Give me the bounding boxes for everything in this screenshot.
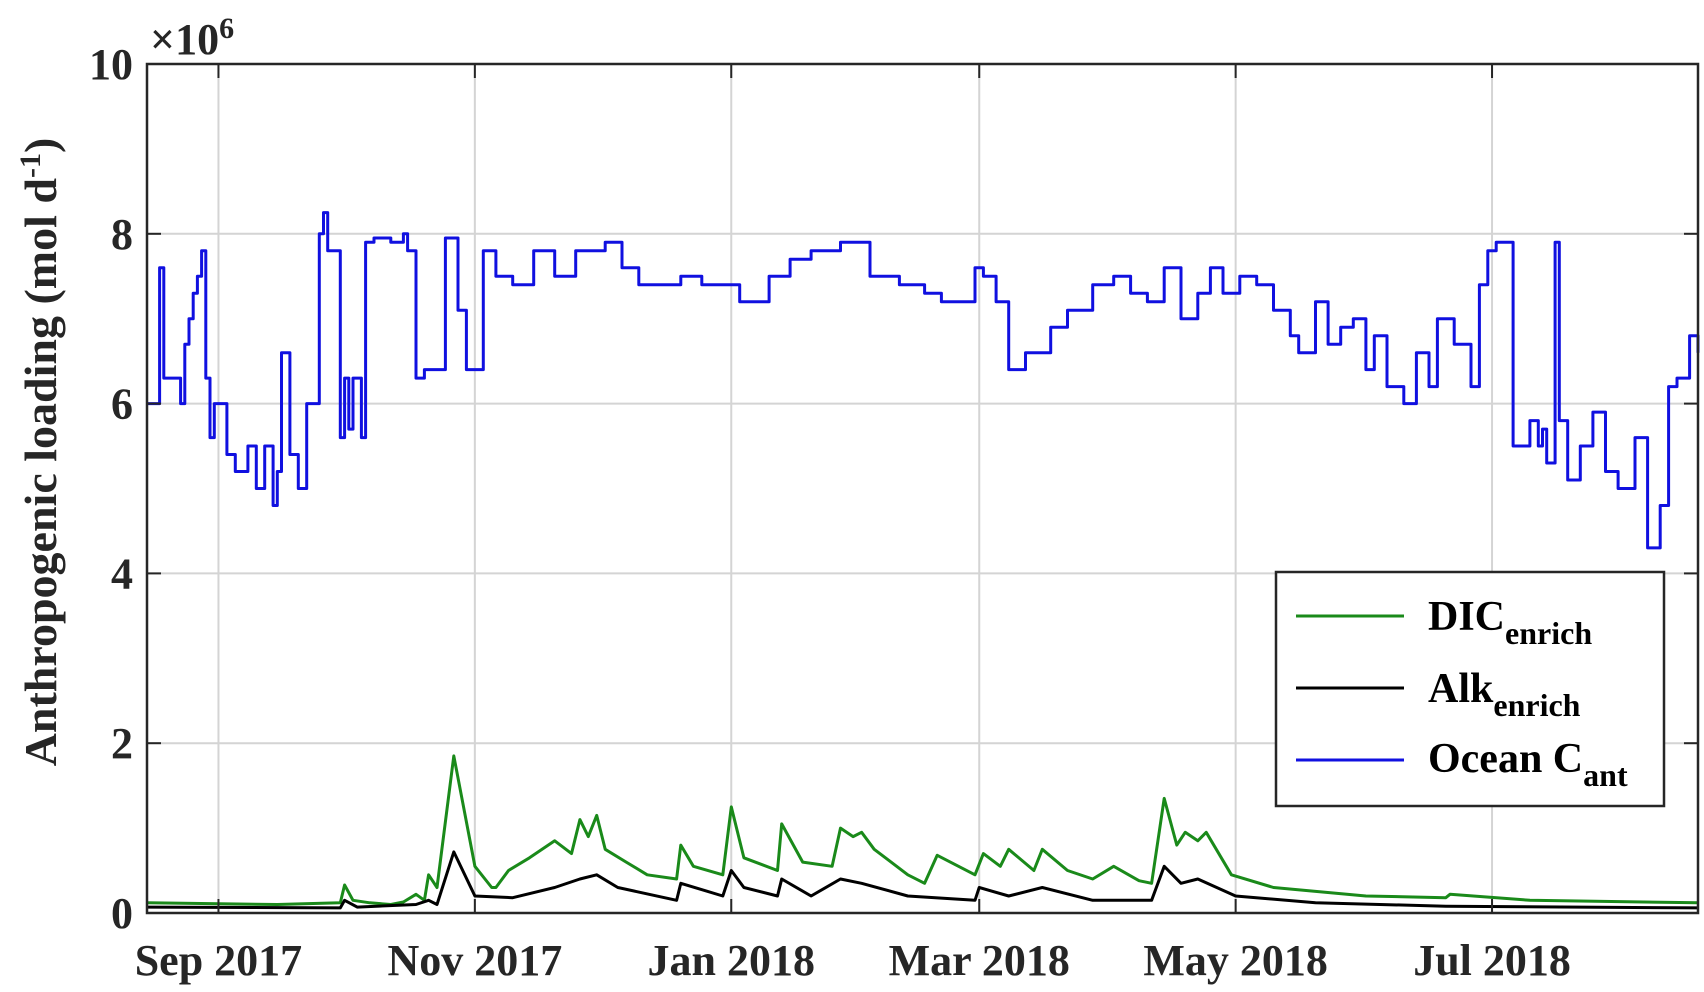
tick-marks (147, 63, 1698, 914)
plot-frame (145, 62, 1700, 915)
legend: DICenrich Alkenrich Ocean Cant (1274, 570, 1666, 808)
y-tick-label: 6 (111, 380, 133, 429)
legend-label-ocean-cant: Ocean Cant (1428, 736, 1628, 793)
y-tick-label: 4 (111, 549, 133, 598)
legend-label-alk: Alkenrich (1428, 666, 1581, 723)
y-exponent-label: ×106 (150, 12, 234, 64)
y-tick-label: 10 (89, 40, 133, 89)
x-tick-label: May 2018 (1143, 936, 1328, 985)
y-axis-title: Anthropogenic loading (mol d-1) (14, 138, 66, 767)
y-tick-label: 8 (111, 210, 133, 259)
x-tick-label: Nov 2017 (387, 936, 562, 985)
x-tick-label: Mar 2018 (889, 936, 1070, 985)
series-line-ocean-c-ant (147, 211, 1700, 550)
series-line-alk-enrich (146, 850, 1699, 910)
x-tick-label: Jul 2018 (1413, 936, 1571, 985)
x-tick-label: Sep 2017 (135, 936, 302, 985)
x-tick-labels: Sep 2017 Nov 2017 Jan 2018 Mar 2018 May 2018… (135, 936, 1571, 985)
x-tick-label: Jan 2018 (648, 936, 815, 985)
series-line-dic-enrich (146, 754, 1699, 906)
y-tick-labels: 0 2 4 6 8 10 (89, 40, 133, 938)
series-lines (146, 211, 1700, 910)
y-tick-label: 2 (111, 719, 133, 768)
legend-label-dic: DICenrich (1428, 594, 1592, 651)
y-tick-label: 0 (111, 889, 133, 938)
